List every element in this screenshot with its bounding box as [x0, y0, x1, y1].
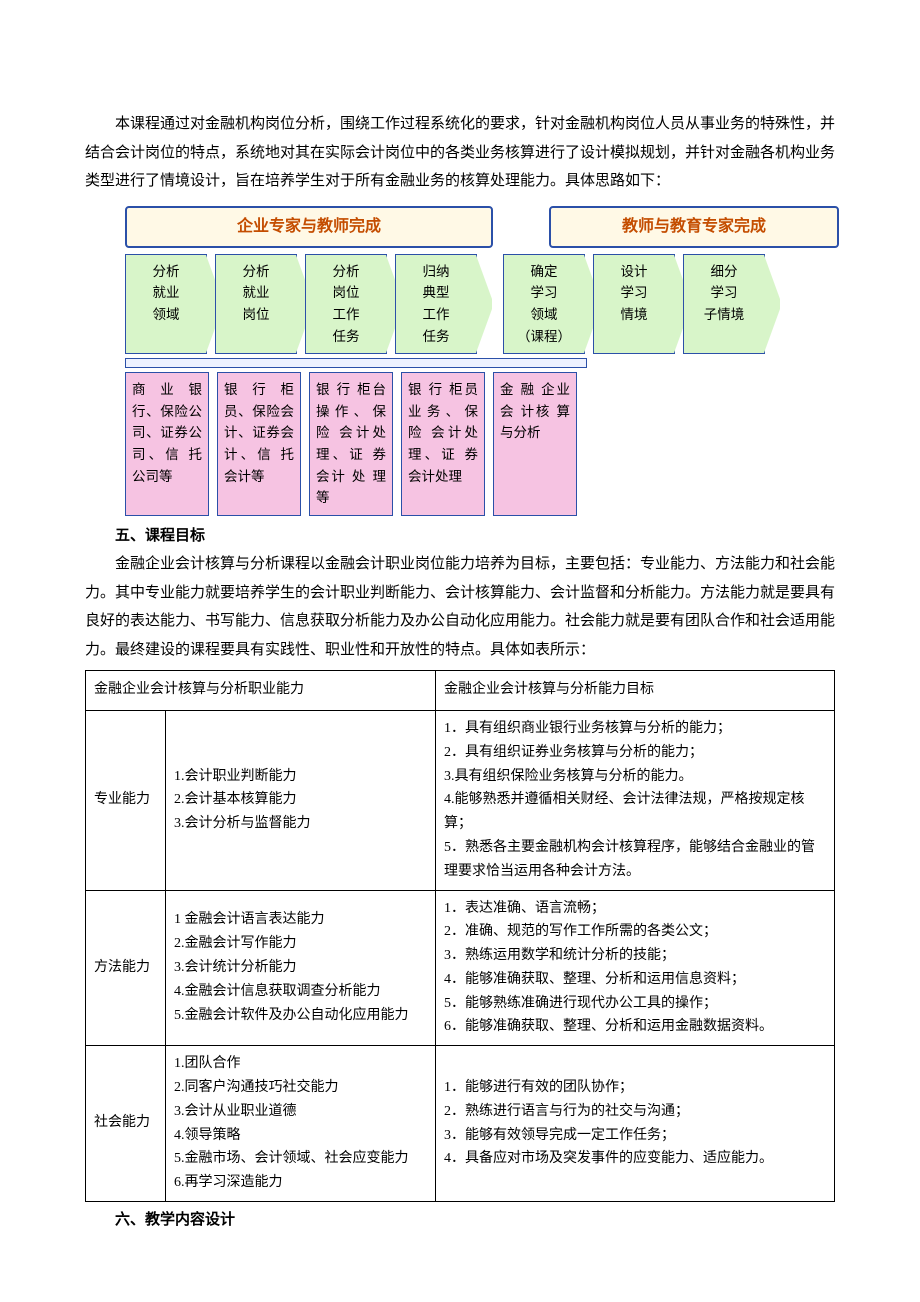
flow-step-1: 分析 就业 领域 — [125, 254, 207, 354]
row2-left: 1 金融会计语言表达能力 2.金融会计写作能力 3.会计统计分析能力 4.金融会… — [166, 890, 436, 1046]
section-5-title: 五、课程目标 — [85, 522, 835, 551]
table-row: 社会能力 1.团队合作 2.同客户沟通技巧社交能力 3.会计从业职业道德 4.领… — [86, 1046, 835, 1202]
flow-detail-4: 银 行 柜员业务、保 险 会计处理、证 券 会计处理 — [401, 372, 485, 516]
flow-step-4: 归纳 典型 工作 任务 — [395, 254, 477, 354]
row2-right: 1．表达准确、语言流畅； 2．准确、规范的写作工作所需的各类公文； 3．熟练运用… — [436, 890, 835, 1046]
capability-table: 金融企业会计核算与分析职业能力 金融企业会计核算与分析能力目标 专业能力 1.会… — [85, 670, 835, 1202]
flow-headers: 企业专家与教师完成 教师与教育专家完成 — [125, 206, 845, 248]
section-5-paragraph: 金融企业会计核算与分析课程以金融会计职业岗位能力培养为目标，主要包括：专业能力、… — [85, 550, 835, 664]
flow-row-1: 分析 就业 领域 分析 就业 岗位 分析 岗位 工作 任务 归纳 典型 工作 任… — [125, 254, 845, 354]
flow-step-2: 分析 就业 岗位 — [215, 254, 297, 354]
row1-right: 1．具有组织商业银行业务核算与分析的能力； 2．具有组织证券业务核算与分析的能力… — [436, 710, 835, 890]
flow-detail-2: 银 行 柜员、保险会计、证券会计、信 托 会计等 — [217, 372, 301, 516]
table-header-row: 金融企业会计核算与分析职业能力 金融企业会计核算与分析能力目标 — [86, 671, 835, 711]
row3-category: 社会能力 — [86, 1046, 166, 1202]
flow-header-left: 企业专家与教师完成 — [125, 206, 493, 248]
flow-detail-1: 商 业 银行、保险公司、证券公司、信 托 公司等 — [125, 372, 209, 516]
flow-step-7: 细分 学习 子情境 — [683, 254, 765, 354]
flow-detail-5: 金 融 企业 会 计核 算 与分析 — [493, 372, 577, 516]
flow-connector-bar — [125, 358, 587, 368]
table-head-left: 金融企业会计核算与分析职业能力 — [86, 671, 436, 711]
flow-step-5: 确定 学习 领域 （课程） — [503, 254, 585, 354]
row2-category: 方法能力 — [86, 890, 166, 1046]
section-6-title: 六、教学内容设计 — [85, 1206, 835, 1235]
row1-left: 1.会计职业判断能力 2.会计基本核算能力 3.会计分析与监督能力 — [166, 710, 436, 890]
table-row: 专业能力 1.会计职业判断能力 2.会计基本核算能力 3.会计分析与监督能力 1… — [86, 710, 835, 890]
flow-row-2: 商 业 银行、保险公司、证券公司、信 托 公司等 银 行 柜员、保险会计、证券会… — [125, 372, 845, 516]
flow-step-3: 分析 岗位 工作 任务 — [305, 254, 387, 354]
table-head-right: 金融企业会计核算与分析能力目标 — [436, 671, 835, 711]
design-flowchart: 企业专家与教师完成 教师与教育专家完成 分析 就业 领域 分析 就业 岗位 分析… — [125, 206, 845, 516]
table-row: 方法能力 1 金融会计语言表达能力 2.金融会计写作能力 3.会计统计分析能力 … — [86, 890, 835, 1046]
row1-category: 专业能力 — [86, 710, 166, 890]
row3-left: 1.团队合作 2.同客户沟通技巧社交能力 3.会计从业职业道德 4.领导策略 5… — [166, 1046, 436, 1202]
intro-paragraph: 本课程通过对金融机构岗位分析，围绕工作过程系统化的要求，针对金融机构岗位人员从事… — [85, 110, 835, 196]
flow-detail-3: 银 行 柜台操作、保 险 会计处理、证 券 会计 处 理等 — [309, 372, 393, 516]
flow-step-6: 设计 学习 情境 — [593, 254, 675, 354]
flow-header-right: 教师与教育专家完成 — [549, 206, 839, 248]
row3-right: 1．能够进行有效的团队协作； 2．熟练进行语言与行为的社交与沟通； 3．能够有效… — [436, 1046, 835, 1202]
